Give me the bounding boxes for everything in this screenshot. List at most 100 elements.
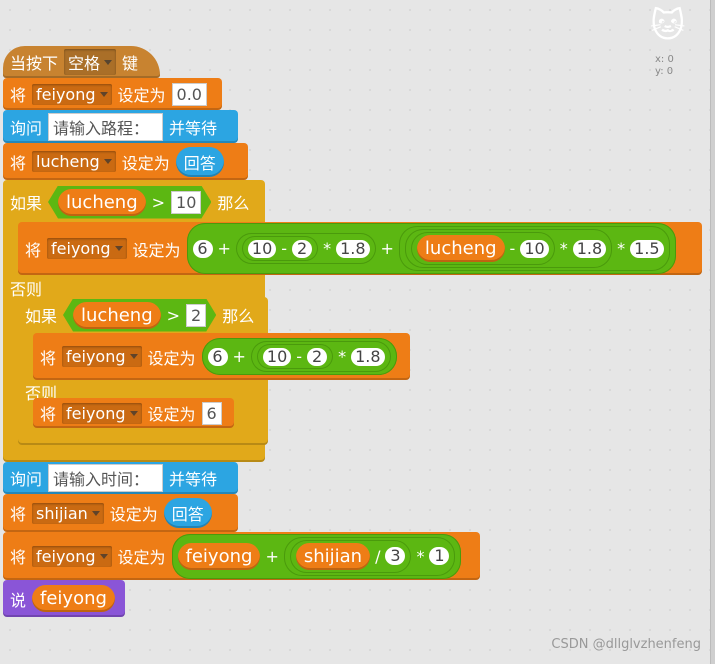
op: + (232, 347, 246, 366)
multiply-operator[interactable]: 10-2 * 1.8 (250, 341, 391, 372)
variable-dropdown[interactable]: shijian (32, 502, 104, 524)
label: 设定为 (147, 405, 196, 424)
multiply-operator[interactable]: 10-2 * 1.8 (235, 233, 376, 264)
sprite-y: y: 0 (655, 66, 674, 77)
set-feiyong-block[interactable]: 将 feiyong 设定为 6 + 10-2 * 1.8 (33, 333, 410, 380)
greater-than-operator[interactable]: lucheng >10 (48, 186, 211, 219)
num[interactable]: 2 (292, 239, 313, 258)
if-header: 如果 lucheng >10 那么 (3, 184, 256, 220)
value-input[interactable]: 2 (186, 304, 206, 327)
num[interactable]: 6 (207, 347, 228, 366)
variable-reporter[interactable]: lucheng (416, 235, 505, 262)
op: + (265, 546, 279, 566)
label: 设定为 (147, 348, 196, 368)
prompt-input[interactable]: 请输入路程： (48, 112, 164, 141)
op: + (380, 239, 394, 258)
op: - (509, 239, 516, 258)
variable-reporter[interactable]: feiyong (32, 585, 115, 612)
op: / (375, 546, 381, 566)
label: 询问 (10, 118, 43, 138)
set-lucheng-block[interactable]: 将 lucheng 设定为 回答 (3, 143, 248, 180)
variable-reporter[interactable]: shijian (295, 542, 371, 570)
set-feiyong-block[interactable]: 将 feiyong 设定为 feiyong + shijian/3 * 1 (3, 532, 480, 580)
variable-dropdown[interactable]: lucheng (32, 151, 116, 172)
key-dropdown[interactable]: 空格 (64, 49, 117, 75)
else-label: 否则 (10, 280, 43, 299)
if-header: 如果 lucheng >2 那么 (18, 297, 261, 333)
num[interactable]: 1 (429, 547, 450, 565)
num[interactable]: 1.8 (336, 239, 370, 258)
label: 将 (40, 348, 57, 368)
num[interactable]: 2 (307, 347, 328, 366)
answer-reporter[interactable]: 回答 (163, 498, 212, 528)
label: 设定为 (117, 86, 166, 105)
label: 将 (10, 505, 27, 524)
num[interactable]: 10 (520, 239, 549, 258)
label: 当按下 (10, 54, 59, 73)
prompt-input[interactable]: 请输入时间： (48, 464, 164, 492)
set-feiyong-block[interactable]: 将 feiyong 设定为 6 (33, 398, 234, 428)
subtract-operator[interactable]: lucheng -10 (410, 232, 555, 265)
variable-dropdown[interactable]: feiyong (32, 83, 112, 105)
label: 将 (10, 548, 27, 567)
num[interactable]: 1.8 (572, 239, 607, 258)
op: * (559, 239, 568, 258)
label: 设定为 (132, 240, 181, 260)
when-key-pressed-block[interactable]: 当按下 空格 键 (3, 46, 160, 78)
multiply-operator[interactable]: shijian/3 * 1 (283, 536, 456, 576)
answer-reporter[interactable]: 回答 (175, 146, 224, 177)
label: 设定为 (109, 505, 158, 524)
op: * (617, 239, 626, 258)
num[interactable]: 10 (247, 239, 277, 258)
num[interactable]: 10 (262, 347, 292, 366)
variable-dropdown[interactable]: feiyong (62, 346, 142, 367)
greater-than-operator[interactable]: lucheng >2 (63, 299, 216, 332)
op: * (416, 546, 425, 566)
label: 键 (122, 54, 139, 73)
op: - (296, 347, 303, 366)
op: - (281, 239, 288, 258)
op: + (217, 239, 231, 258)
set-feiyong-block[interactable]: 将 feiyong 设定为 0.0 (3, 78, 222, 110)
op: > (151, 192, 166, 212)
multiply-operator[interactable]: lucheng -10 * 1.8 * 1.5 (398, 226, 670, 271)
variable-dropdown[interactable]: feiyong (32, 545, 112, 567)
label: 将 (25, 240, 42, 260)
op: * (323, 239, 332, 258)
num[interactable]: 3 (385, 547, 406, 565)
label: 将 (10, 153, 27, 173)
variable-dropdown[interactable]: feiyong (47, 238, 127, 259)
value-input[interactable]: 10 (171, 191, 201, 214)
say-block[interactable]: 说 feiyong (3, 580, 125, 617)
op: > (166, 305, 181, 325)
value-input[interactable]: 0.0 (171, 82, 207, 106)
ask-block[interactable]: 询问 请输入时间： 并等待 (3, 462, 238, 494)
label: 设定为 (121, 153, 170, 173)
add-operator[interactable]: feiyong + shijian/3 * 1 (171, 533, 462, 579)
num[interactable]: 1.8 (351, 347, 385, 366)
variable-reporter[interactable]: feiyong (177, 542, 261, 570)
label: 说 (10, 590, 27, 610)
label: 如果 (25, 307, 58, 326)
watermark: CSDN @dllglvzhenfeng (551, 637, 701, 652)
add-operator[interactable]: 6 + 10-2 * 1.8 + lucheng -10 * 1.8 * 1.5 (186, 223, 676, 274)
scrollbar[interactable] (710, 0, 715, 664)
subtract-operator[interactable]: 10-2 (241, 236, 319, 261)
subtract-operator[interactable]: 10-2 (256, 344, 334, 369)
ask-block[interactable]: 询问 请输入路程： 并等待 (3, 110, 238, 143)
label: 询问 (10, 470, 43, 489)
multiply-operator[interactable]: lucheng -10 * 1.8 (404, 229, 613, 268)
sprite-cat-icon: 🐱 (650, 6, 686, 46)
variable-dropdown[interactable]: feiyong (62, 402, 142, 424)
set-feiyong-block[interactable]: 将 feiyong 设定为 6 + 10-2 * 1.8 + lucheng -10 * 1.8… (18, 222, 702, 275)
num[interactable]: 6 (192, 239, 213, 258)
num[interactable]: 1.5 (630, 239, 664, 258)
add-operator[interactable]: 6 + 10-2 * 1.8 (201, 338, 397, 375)
set-shijian-block[interactable]: 将 shijian 设定为 回答 (3, 494, 238, 532)
op: * (338, 347, 347, 366)
variable-reporter[interactable]: lucheng (58, 189, 146, 216)
label: 并等待 (169, 118, 218, 138)
variable-reporter[interactable]: lucheng (73, 302, 161, 329)
value-input[interactable]: 6 (201, 401, 222, 425)
divide-operator[interactable]: shijian/3 (289, 539, 412, 573)
